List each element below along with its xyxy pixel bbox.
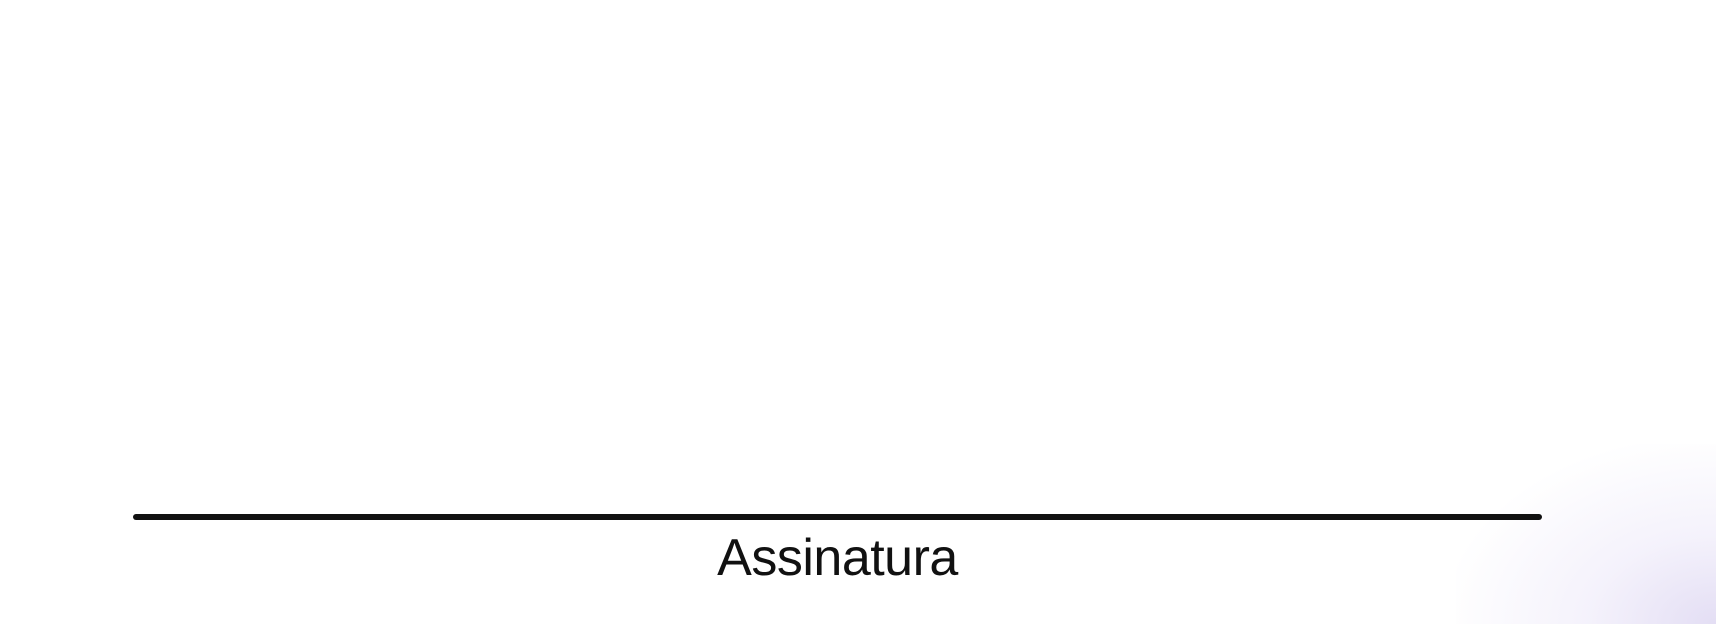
signature-block: Assinatura — [133, 514, 1542, 588]
signature-line — [133, 514, 1542, 520]
signature-label: Assinatura — [717, 529, 958, 587]
